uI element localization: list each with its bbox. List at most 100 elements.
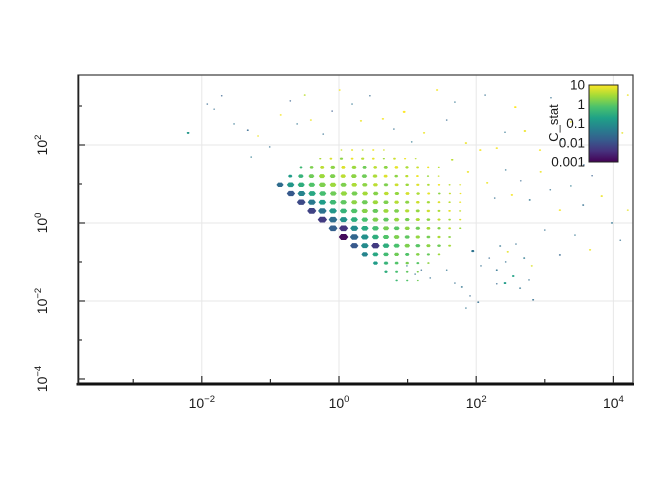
- hex-point: [415, 253, 420, 256]
- hex-point: [339, 217, 348, 223]
- hex-point: [372, 149, 375, 151]
- hex-point: [495, 283, 498, 285]
- hex-point: [484, 94, 487, 96]
- hex-point: [448, 236, 452, 238]
- hex-point: [319, 166, 325, 169]
- hex-point: [351, 103, 353, 105]
- hex-point: [448, 201, 451, 204]
- hex-point: [393, 243, 400, 248]
- hex-point: [437, 201, 441, 204]
- hex-point: [383, 183, 389, 187]
- hex-point: [403, 157, 407, 160]
- hex-point: [574, 234, 576, 236]
- hex-point: [558, 209, 562, 211]
- hex-point: [319, 191, 327, 196]
- hex-point: [330, 165, 336, 169]
- hex-point: [600, 195, 604, 197]
- colorbar-tick-labels: 10 1 0.1 0.01 0.001: [551, 78, 585, 170]
- colorbar-legend: 10 1 0.1 0.01 0.001 C_stat: [546, 78, 619, 170]
- hex-point: [308, 174, 315, 178]
- hex-point: [519, 180, 522, 182]
- hex-point: [588, 249, 592, 251]
- hex-point: [402, 110, 406, 113]
- hex-point: [339, 225, 349, 232]
- y-tick-label: 100: [33, 213, 50, 234]
- hex-point: [371, 157, 375, 160]
- hex-point: [394, 174, 399, 178]
- hex-point: [297, 182, 305, 188]
- hex-point: [289, 100, 292, 102]
- axis-ticks: [78, 105, 614, 383]
- y-tick-labels: 102 100 10−2 10−4: [33, 135, 50, 393]
- hex-point: [350, 217, 358, 222]
- hex-point: [361, 174, 368, 178]
- hex-point: [361, 225, 369, 231]
- hex-point: [318, 182, 327, 188]
- hex-point: [488, 257, 491, 259]
- hex-point: [341, 166, 346, 169]
- hex-point: [383, 191, 389, 196]
- hex-point: [404, 243, 411, 248]
- y-tick-label: 10−4: [33, 366, 50, 392]
- hex-point: [351, 191, 358, 196]
- hex-point: [383, 209, 389, 213]
- hex-point: [382, 226, 390, 231]
- hex-point: [329, 157, 333, 160]
- hex-point: [329, 182, 337, 187]
- hex-point: [445, 269, 448, 271]
- hex-point: [250, 156, 253, 158]
- hex-point: [362, 191, 369, 196]
- hex-point: [309, 166, 314, 169]
- hex-point: [415, 175, 419, 178]
- hex-point: [450, 158, 454, 161]
- hex-point: [504, 131, 506, 133]
- hex-point: [268, 146, 271, 148]
- hex-point: [340, 149, 343, 151]
- hex-point: [307, 208, 317, 214]
- hex-point: [415, 200, 420, 204]
- hex-point: [426, 166, 430, 169]
- hex-point: [186, 131, 190, 134]
- hex-point: [350, 174, 357, 178]
- hex-point: [506, 251, 509, 253]
- hex-point: [471, 250, 475, 253]
- hex-point: [448, 227, 452, 230]
- hex-point: [328, 208, 337, 214]
- hex-point: [504, 261, 507, 263]
- hex-point: [414, 158, 417, 160]
- hex-point: [477, 301, 480, 303]
- hex-point: [591, 175, 594, 177]
- hex-point: [286, 190, 296, 197]
- hex-point: [426, 226, 431, 230]
- hex-point: [393, 252, 400, 256]
- hex-point: [464, 142, 468, 144]
- axis-box: [76, 74, 634, 386]
- hex-point: [415, 226, 421, 230]
- hex-point: [437, 218, 441, 221]
- hex-point: [416, 166, 420, 169]
- hex-point: [513, 106, 517, 109]
- hex-point: [362, 166, 367, 169]
- hex-point: [361, 183, 368, 187]
- hex-point: [350, 149, 354, 151]
- hex-point: [372, 217, 379, 222]
- hex-point: [415, 218, 421, 222]
- hex-point: [510, 194, 514, 196]
- hex-point: [415, 235, 421, 239]
- hex-point: [299, 166, 303, 169]
- hex-point: [415, 209, 420, 213]
- hex-point: [427, 192, 431, 195]
- hex-point: [416, 192, 420, 195]
- y-tick-label: 102: [33, 135, 50, 156]
- hex-point: [372, 200, 379, 205]
- hex-point: [350, 225, 359, 231]
- hex-point: [317, 216, 328, 223]
- hex-point: [459, 201, 462, 203]
- colorbar-tick-label: 0.01: [559, 135, 585, 150]
- hex-point: [339, 157, 344, 160]
- colorbar-tick-label: 1: [577, 97, 585, 112]
- hex-point: [298, 174, 304, 178]
- hex-point: [426, 209, 431, 213]
- hex-point: [350, 157, 354, 160]
- hex-point: [549, 189, 552, 191]
